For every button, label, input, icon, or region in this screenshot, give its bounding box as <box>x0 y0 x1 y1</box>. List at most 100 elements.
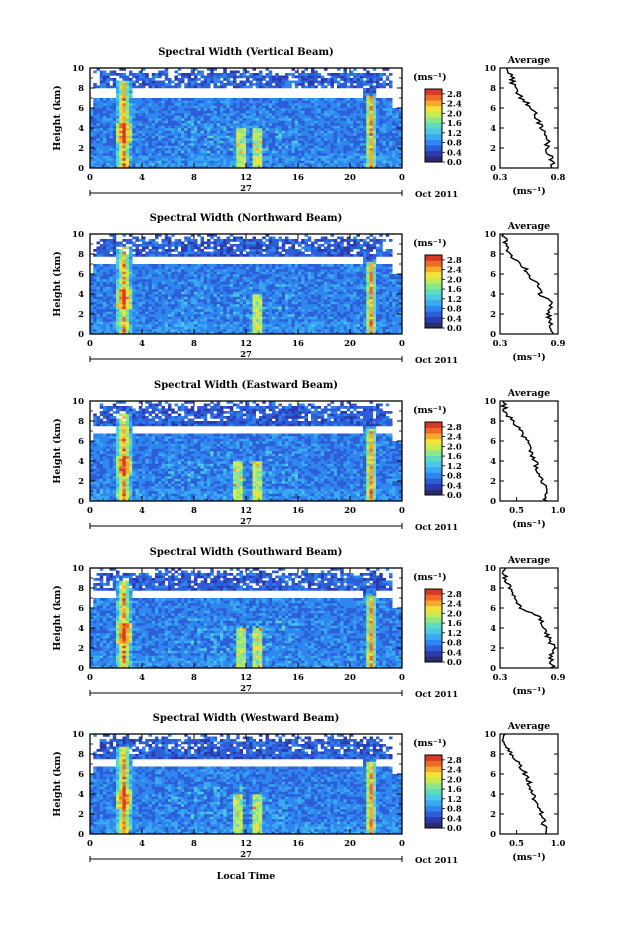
heatmap-cell <box>125 160 130 164</box>
heatmap-cell <box>337 68 341 71</box>
heatmap-cell <box>216 326 221 330</box>
heatmap-cell <box>158 314 162 317</box>
heatmap-cell <box>246 110 250 114</box>
heatmap-cell <box>320 153 325 156</box>
heatmap-cell <box>376 160 380 164</box>
heatmap-cell <box>275 165 279 169</box>
heatmap-cell <box>116 140 120 144</box>
heatmap-cell <box>350 115 354 119</box>
heatmap-cell <box>330 123 334 126</box>
heatmap-cell <box>138 274 143 277</box>
heatmap-cell <box>161 296 165 300</box>
heatmap-cell <box>135 276 139 280</box>
heatmap-cell <box>233 236 237 240</box>
heatmap-cell <box>161 160 165 164</box>
heatmap-cell <box>190 120 195 124</box>
heatmap-cell <box>259 153 263 156</box>
heatmap-cell <box>164 128 169 131</box>
heatmap-cell <box>203 269 208 272</box>
heatmap-cell <box>278 133 282 136</box>
heatmap-cell <box>96 68 100 71</box>
heatmap-cell <box>242 264 247 267</box>
heatmap-cell <box>109 284 113 287</box>
heatmap-cell <box>90 128 94 131</box>
heatmap-cell <box>161 269 165 272</box>
heatmap-cell <box>343 78 347 81</box>
heatmap-cell <box>210 143 214 146</box>
heatmap-cell <box>398 155 403 159</box>
heatmap-cell <box>109 108 113 111</box>
heatmap-cell <box>350 125 354 129</box>
heatmap-cell <box>359 110 364 114</box>
heatmap-cell <box>103 321 107 325</box>
heatmap-cell <box>207 324 211 327</box>
heatmap-cell <box>122 266 126 270</box>
heatmap-cell <box>207 279 211 282</box>
heatmap-cell <box>138 306 143 310</box>
heatmap-cell <box>155 143 159 146</box>
heatmap-cell <box>112 296 117 300</box>
heatmap-cell <box>168 281 172 285</box>
heatmap-cell <box>148 301 152 305</box>
heatmap-cell <box>246 331 250 335</box>
heatmap-cell <box>187 239 191 242</box>
heatmap-cell <box>398 133 403 136</box>
heatmap-cell <box>106 103 110 106</box>
heatmap-cell <box>181 125 185 129</box>
heatmap-cell <box>161 246 165 250</box>
heatmap-cell <box>158 286 162 290</box>
heatmap-cell <box>161 321 165 325</box>
heatmap-cell <box>116 311 120 315</box>
heatmap-cell <box>190 274 195 277</box>
heatmap-cell <box>190 150 195 154</box>
heatmap-cell <box>96 115 100 119</box>
heatmap-cell <box>307 113 312 116</box>
heatmap-cell <box>233 165 237 169</box>
heatmap-cell <box>171 286 175 290</box>
heatmap-cell <box>207 304 211 307</box>
heatmap-cell <box>343 80 347 84</box>
heatmap-cell <box>103 241 107 245</box>
heatmap-cell <box>138 163 143 166</box>
heatmap-cell <box>171 165 175 169</box>
heatmap-cell <box>132 108 136 111</box>
heatmap-cell <box>337 163 341 166</box>
heatmap-cell <box>216 314 221 317</box>
heatmap-cell <box>112 291 117 295</box>
heatmap-cell <box>194 271 198 275</box>
heatmap-cell <box>174 138 178 141</box>
heatmap-cell <box>171 115 175 119</box>
heatmap-cell <box>246 138 250 141</box>
heatmap-cell <box>106 266 110 270</box>
heatmap-cell <box>181 133 185 136</box>
heatmap-cell <box>366 133 370 136</box>
heatmap-cell <box>151 143 156 146</box>
heatmap-cell <box>184 286 188 290</box>
heatmap-cell <box>340 75 344 79</box>
heatmap-cell <box>135 319 139 322</box>
heatmap-cell <box>265 148 269 151</box>
heatmap-cell <box>233 80 237 84</box>
heatmap-cell <box>220 155 224 159</box>
heatmap-cell <box>207 316 211 320</box>
heatmap-cell <box>194 73 198 76</box>
heatmap-cell <box>151 254 156 257</box>
heatmap-cell <box>103 284 107 287</box>
heatmap-cell <box>239 254 243 257</box>
heatmap-cell <box>275 155 279 159</box>
heatmap-cell <box>112 115 117 119</box>
heatmap-cell <box>376 135 380 139</box>
heatmap-cell <box>93 284 97 287</box>
heatmap-cell <box>285 163 289 166</box>
heatmap-cell <box>148 108 152 111</box>
heatmap-cell <box>382 110 386 114</box>
heatmap-cell <box>103 276 107 280</box>
heatmap-cell <box>220 130 224 134</box>
heatmap-cell <box>99 130 104 134</box>
heatmap-cell <box>324 140 328 144</box>
heatmap-cell <box>171 138 175 141</box>
heatmap-cell <box>142 115 146 119</box>
heatmap-cell <box>99 78 104 81</box>
heatmap-cell <box>236 239 240 242</box>
heatmap-cell <box>272 113 276 116</box>
